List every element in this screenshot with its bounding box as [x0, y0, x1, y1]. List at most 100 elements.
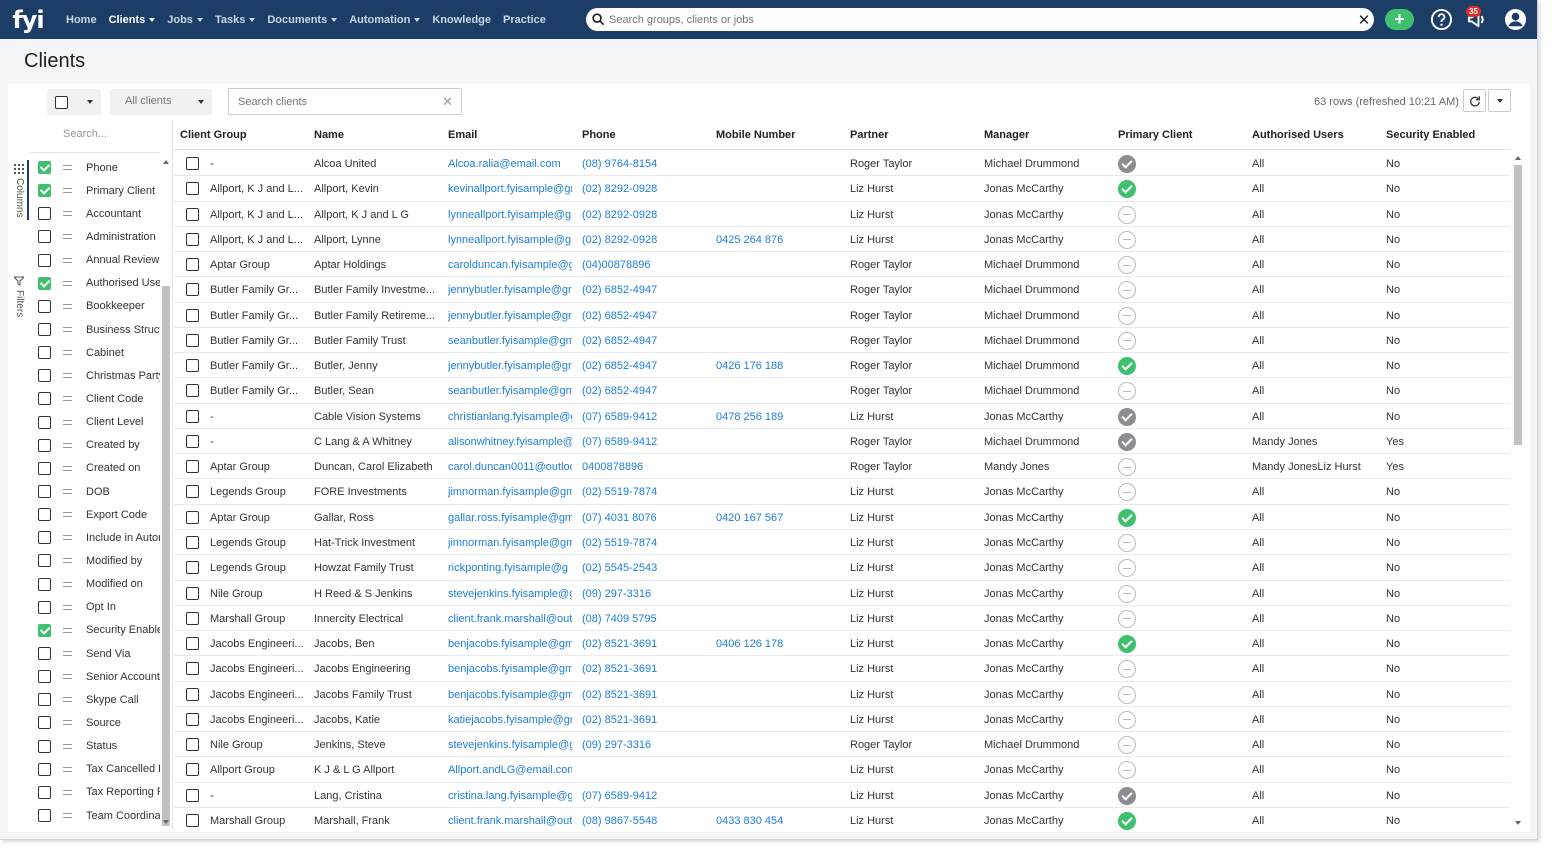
column-header-email[interactable]: Email [448, 129, 478, 141]
table-row[interactable]: Legends Group Howzat Family Trust rickpont… [174, 555, 1510, 581]
cell-email[interactable]: seanbutler.fyisample@gm [448, 334, 572, 347]
table-row[interactable]: Marshall Group Innercity Electrical client… [174, 606, 1510, 632]
table-row[interactable]: Jacobs Engineeri... Jacobs Engineering ben… [174, 656, 1510, 682]
column-toggle-item[interactable]: Team Coordinator [30, 804, 160, 827]
column-checkbox[interactable] [38, 184, 51, 198]
cell-phone[interactable]: (02) 5519-7874 [582, 486, 658, 499]
cell-mobile[interactable] [716, 707, 840, 732]
cell-mobile[interactable] [716, 378, 840, 403]
fyi-logo[interactable]: fyi [12, 5, 44, 34]
column-toggle-item[interactable]: Senior Accountant [30, 665, 160, 688]
column-checkbox[interactable] [38, 647, 51, 661]
column-toggle-item[interactable]: Modified by [30, 549, 160, 572]
cell-mobile[interactable] [716, 176, 840, 201]
cell-phone[interactable] [582, 757, 706, 782]
column-toggle-item[interactable]: Accountant [30, 202, 160, 225]
column-checkbox[interactable] [38, 415, 51, 429]
column-checkbox[interactable] [38, 693, 51, 707]
row-checkbox[interactable] [186, 763, 199, 777]
nav-item-knowledge[interactable]: Knowledge [426, 0, 497, 39]
column-toggle-item[interactable]: Annual Review [30, 249, 160, 272]
drag-handle-icon[interactable] [63, 442, 72, 448]
drag-handle-icon[interactable] [63, 489, 72, 495]
table-row[interactable]: - Lang, Cristina cristina.lang.fyisample@g… [174, 783, 1510, 808]
column-toggle-item[interactable]: Phone [30, 156, 160, 179]
cell-mobile[interactable] [716, 757, 840, 782]
cell-mobile[interactable] [716, 429, 840, 454]
cell-mobile[interactable] [716, 303, 840, 328]
row-checkbox[interactable] [186, 561, 199, 575]
column-toggle-item[interactable]: Cabinet [30, 341, 160, 364]
cell-mobile[interactable] [716, 555, 840, 580]
column-toggle-item[interactable]: Bookkeeper [30, 295, 160, 318]
cell-mobile[interactable]: 0425 264 876 [716, 233, 784, 246]
column-checkbox[interactable] [38, 485, 51, 499]
column-toggle-item[interactable]: Send Via [30, 642, 160, 665]
table-row[interactable]: Aptar Group Aptar Holdings carolduncan.fyi… [174, 252, 1510, 278]
column-toggle-item[interactable]: Skype Call [30, 688, 160, 711]
column-checkbox[interactable] [38, 577, 51, 591]
table-row[interactable]: Aptar Group Gallar, Ross gallar.ross.fyisa… [174, 505, 1510, 530]
row-checkbox[interactable] [186, 384, 199, 398]
cell-phone[interactable]: (07) 4031 8076 [582, 511, 657, 524]
nav-item-clients[interactable]: Clients [103, 0, 162, 39]
cell-mobile[interactable] [716, 479, 840, 504]
cell-mobile[interactable] [716, 151, 840, 176]
drag-handle-icon[interactable] [63, 211, 72, 217]
cell-email[interactable]: gallar.ross.fyisample@gm [448, 511, 572, 524]
row-checkbox[interactable] [186, 232, 199, 246]
cell-phone[interactable]: (02) 6852-4947 [582, 360, 658, 373]
column-checkbox[interactable] [38, 762, 51, 776]
row-checkbox[interactable] [186, 662, 199, 676]
scroll-down-icon[interactable] [163, 820, 169, 824]
table-row[interactable]: Butler Family Gr... Butler Family Investm… [174, 277, 1510, 303]
cell-email[interactable]: benjacobs.fyisample@gm [448, 638, 572, 651]
drag-handle-icon[interactable] [63, 280, 72, 286]
drag-handle-icon[interactable] [63, 604, 72, 610]
drag-handle-icon[interactable] [63, 720, 72, 726]
column-checkbox[interactable] [38, 600, 51, 614]
row-checkbox[interactable] [186, 637, 199, 651]
cell-mobile[interactable] [716, 454, 840, 479]
table-row[interactable]: - Alcoa United Alcoa.ralia@email.com (08) 9… [174, 151, 1510, 177]
column-header-authorised-users[interactable]: Authorised Users [1252, 129, 1344, 141]
cell-phone[interactable]: (07) 6589-9412 [582, 435, 658, 448]
drag-handle-icon[interactable] [63, 535, 72, 541]
row-checkbox[interactable] [186, 182, 199, 196]
nav-item-tasks[interactable]: Tasks [209, 0, 261, 39]
row-checkbox[interactable] [186, 409, 199, 423]
table-row[interactable]: - C Lang & A Whitney alisonwhitney.fyisamp… [174, 429, 1510, 455]
cell-phone[interactable]: (02) 6852-4947 [582, 284, 658, 297]
cell-email[interactable]: katiejacobs.fyisample@gm [448, 713, 572, 726]
column-toggle-item[interactable]: Source [30, 711, 160, 734]
cell-email[interactable]: stevejenkins.fyisample@g [448, 739, 572, 752]
table-row[interactable]: Allport, K J and L... Allport, Kevin kevin… [174, 176, 1510, 202]
nav-item-practice[interactable]: Practice [497, 0, 552, 39]
question-circle-icon[interactable] [1430, 8, 1453, 31]
table-row[interactable]: Marshall Group Marshall, Frank client.fran… [174, 808, 1510, 832]
column-checkbox[interactable] [38, 323, 51, 337]
columns-scrollbar[interactable] [160, 156, 172, 828]
cell-phone[interactable]: (02) 8521-3691 [582, 638, 658, 651]
nav-item-home[interactable]: Home [60, 0, 103, 39]
cell-mobile[interactable] [716, 530, 840, 555]
refresh-button[interactable] [1463, 89, 1486, 112]
cell-email[interactable]: cristina.lang.fyisample@g [448, 789, 572, 802]
user-avatar-icon[interactable] [1504, 8, 1527, 31]
drag-handle-icon[interactable] [63, 813, 72, 818]
column-header-security-enabled[interactable]: Security Enabled [1386, 129, 1476, 141]
chevron-down-icon[interactable] [87, 100, 93, 104]
column-checkbox[interactable] [38, 461, 51, 475]
cell-mobile[interactable] [716, 606, 840, 631]
scroll-up-icon[interactable] [163, 160, 169, 164]
cell-mobile[interactable] [716, 682, 840, 707]
row-checkbox[interactable] [186, 738, 199, 752]
column-checkbox[interactable] [38, 369, 51, 383]
table-row[interactable]: - Cable Vision Systems christianlang.fyisa… [174, 404, 1510, 429]
cell-mobile[interactable]: 0406 126 178 [716, 638, 784, 651]
search-clients-input[interactable] [229, 89, 429, 114]
cell-phone[interactable]: 0400878896 [582, 461, 644, 474]
column-checkbox[interactable] [38, 438, 51, 452]
column-checkbox[interactable] [38, 207, 51, 221]
column-header-partner[interactable]: Partner [850, 129, 889, 141]
